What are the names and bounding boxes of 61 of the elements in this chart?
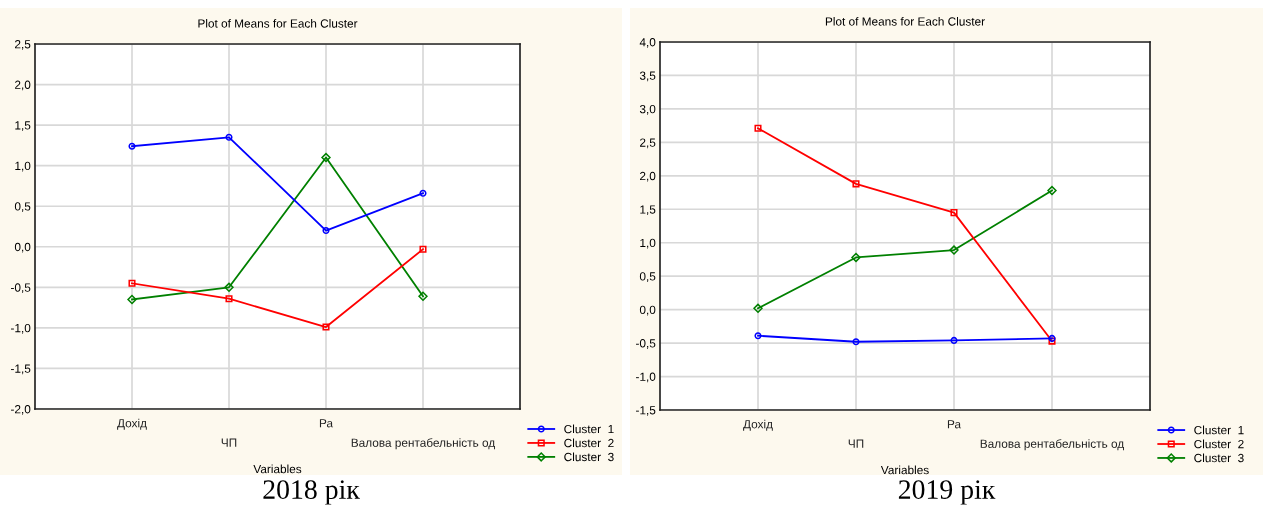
chart-title: Plot of Means for Each Cluster xyxy=(825,17,985,26)
legend-label: Cluster 3 xyxy=(564,452,614,462)
point xyxy=(224,282,234,293)
legend-label: Cluster 3 xyxy=(1194,453,1244,463)
point xyxy=(950,336,958,344)
x-tick-label: Ра xyxy=(947,420,962,429)
point xyxy=(128,279,136,287)
x-tick-label: Ра xyxy=(319,419,334,428)
y-tick-label: 1,0 xyxy=(15,161,31,172)
legend-label: Cluster 2 xyxy=(564,438,614,448)
y-tick-label: 2,0 xyxy=(15,80,31,91)
point xyxy=(127,294,137,305)
y-tick-label: -1,0 xyxy=(11,323,31,334)
x-tick-label: Дохід xyxy=(117,418,147,430)
y-tick-label: 4,0 xyxy=(639,38,656,48)
point xyxy=(852,180,860,188)
point xyxy=(950,209,958,217)
point xyxy=(321,152,331,163)
point xyxy=(851,252,861,263)
y-tick-label: 1,0 xyxy=(640,238,656,249)
y-tick-label: -0,5 xyxy=(11,283,31,294)
point xyxy=(322,323,330,331)
legend-label: Cluster 2 xyxy=(1194,439,1244,449)
x-tick-label: Валова рентабельність од xyxy=(351,438,496,450)
y-tick-label: 3,5 xyxy=(639,71,656,82)
x-tick-label: ЧП xyxy=(221,438,237,447)
point xyxy=(754,124,762,132)
line-series xyxy=(754,332,1056,346)
y-tick-label: -2,0 xyxy=(11,405,31,415)
point xyxy=(753,303,763,313)
point xyxy=(1047,185,1057,196)
text: 2019 рік xyxy=(898,480,996,505)
y-tick-label: 0,5 xyxy=(14,202,31,213)
legend-label: Cluster 1 xyxy=(1194,425,1244,435)
point xyxy=(418,291,428,301)
point xyxy=(949,245,959,255)
y-tick-label: 2,0 xyxy=(640,171,656,182)
y-tick-label: 0,0 xyxy=(14,242,31,253)
y-tick-label: 0,0 xyxy=(639,305,656,316)
y-tick-label: 2,5 xyxy=(640,138,656,149)
legend-label: Cluster 1 xyxy=(564,424,614,434)
y-tick-label: 3,0 xyxy=(639,104,656,115)
point xyxy=(322,227,330,235)
text: 2018 рік xyxy=(263,480,360,505)
point xyxy=(225,295,233,303)
x-axis-title: Variables xyxy=(880,465,929,475)
y-tick-label: -1,5 xyxy=(11,364,31,375)
point xyxy=(419,245,427,253)
chart-title: Plot of Means for Each Cluster xyxy=(198,19,358,28)
x-tick-label: Дохід xyxy=(743,419,773,431)
y-tick-label: 1,5 xyxy=(640,205,656,216)
y-tick-label: 0,5 xyxy=(639,272,656,282)
y-tick-label: -0,5 xyxy=(636,339,656,349)
line-series xyxy=(128,245,427,331)
x-axis-title: Variables xyxy=(253,464,302,474)
y-tick-label: -1,5 xyxy=(636,406,656,416)
y-tick-label: 1,5 xyxy=(15,121,31,131)
x-tick-label: ЧП xyxy=(848,439,864,448)
x-tick-label: Валова рентабельність од xyxy=(980,439,1125,451)
y-tick-label: -1,0 xyxy=(636,372,656,383)
y-tick-label: 2,5 xyxy=(15,40,31,50)
